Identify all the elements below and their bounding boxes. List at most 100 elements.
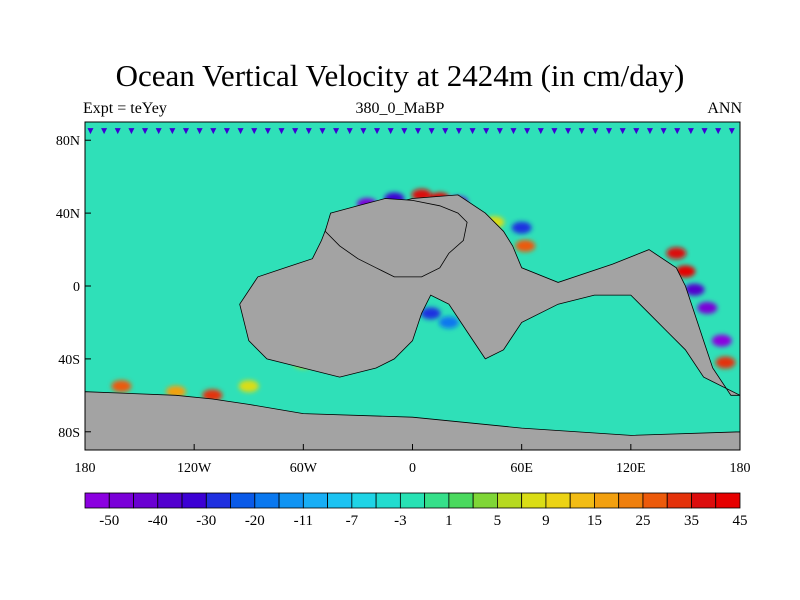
- colorbar-swatch: [521, 492, 547, 509]
- colorbar-label: -11: [294, 513, 313, 529]
- time-label: 380_0_MaBP: [355, 100, 445, 117]
- colorbar-swatch: [618, 492, 644, 509]
- colorbar-label: 45: [733, 513, 748, 529]
- arctic-marker: [414, 128, 421, 135]
- colorbar-swatch: [666, 492, 692, 509]
- colorbar-swatch: [497, 492, 523, 509]
- arctic-marker: [237, 128, 244, 135]
- arctic-marker: [510, 128, 517, 135]
- velocity-anomaly: [675, 265, 696, 278]
- arctic-marker: [346, 128, 353, 135]
- velocity-anomaly: [684, 283, 705, 296]
- y-tick-label: 80N: [56, 134, 80, 149]
- colorbar-swatch: [715, 492, 741, 509]
- velocity-anomaly: [715, 356, 736, 369]
- arctic-marker: [674, 128, 681, 135]
- arctic-marker: [264, 128, 271, 135]
- arctic-marker: [251, 128, 258, 135]
- colorbar-swatch: [424, 492, 450, 509]
- arctic-marker: [551, 128, 558, 135]
- colorbar: -50 -40 -30 -20 -11 -7 -3 1 5 9 15 25 35 45: [84, 492, 748, 529]
- velocity-anomaly: [111, 380, 132, 393]
- arctic-marker: [182, 128, 189, 135]
- colorbar-swatch: [399, 492, 426, 509]
- velocity-anomaly: [511, 221, 532, 234]
- arctic-marker: [469, 128, 476, 135]
- x-tick-label: 60W: [290, 461, 318, 476]
- season-label: ANN: [707, 100, 742, 117]
- arctic-marker: [278, 128, 285, 135]
- colorbar-swatch: [642, 492, 668, 509]
- velocity-anomaly: [438, 316, 459, 329]
- x-tick-label: 60E: [510, 461, 533, 476]
- colorbar-label: -50: [99, 513, 119, 529]
- velocity-anomaly: [697, 301, 718, 314]
- colorbar-label: -40: [148, 513, 168, 529]
- arctic-marker: [319, 128, 326, 135]
- arctic-marker: [360, 128, 367, 135]
- y-tick-label: 0: [73, 280, 80, 295]
- arctic-marker: [374, 128, 381, 135]
- colorbar-swatch: [594, 492, 620, 509]
- velocity-anomaly: [711, 334, 732, 347]
- colorbar-swatch: [569, 492, 595, 509]
- colorbar-swatch: [133, 492, 159, 509]
- arctic-marker: [292, 128, 299, 135]
- colorbar-swatch: [157, 492, 183, 509]
- arctic-marker: [442, 128, 449, 135]
- arctic-marker: [537, 128, 544, 135]
- colorbar-swatch: [278, 492, 304, 509]
- velocity-anomaly: [165, 385, 186, 398]
- colorbar-swatch: [545, 492, 571, 509]
- arctic-marker: [728, 128, 735, 135]
- arctic-marker: [524, 128, 531, 135]
- y-tick-label: 40S: [58, 353, 80, 368]
- arctic-marker: [606, 128, 612, 135]
- arctic-marker: [633, 128, 640, 135]
- arctic-marker: [101, 128, 108, 135]
- arctic-marker: [565, 128, 572, 135]
- y-tick-label: 80S: [58, 426, 80, 441]
- map-axes: 180 120W 60W 0 60E 120E 180 80N 40N 0 40S 80S: [56, 134, 751, 476]
- colorbar-label: -3: [394, 513, 407, 529]
- arctic-marker: [223, 128, 230, 135]
- colorbar-label: -20: [245, 513, 265, 529]
- arctic-marker: [578, 128, 585, 135]
- colorbar-label: -30: [196, 513, 216, 529]
- colorbar-swatch: [254, 492, 280, 509]
- colorbar-swatch: [472, 492, 498, 509]
- arctic-marker: [646, 128, 653, 135]
- colorbar-label: 35: [684, 513, 699, 529]
- colorbar-swatch: [181, 492, 207, 509]
- arctic-marker: [142, 128, 149, 135]
- colorbar-swatch: [327, 492, 353, 509]
- colorbar-swatch: [205, 492, 231, 509]
- colorbar-swatch: [375, 492, 401, 509]
- velocity-anomaly: [420, 307, 441, 320]
- colorbar-label: 5: [494, 513, 502, 529]
- arctic-marker: [87, 128, 94, 135]
- colorbar-swatch: [448, 492, 474, 509]
- arctic-marker: [687, 128, 694, 135]
- colorbar-label: 1: [445, 513, 453, 529]
- arctic-marker: [387, 128, 394, 135]
- x-tick-label: 180: [75, 461, 96, 476]
- arctic-marker: [715, 128, 722, 135]
- arctic-marker: [619, 128, 626, 135]
- colorbar-swatch: [230, 492, 256, 509]
- arctic-marker: [496, 128, 503, 135]
- colorbar-label: -7: [346, 513, 359, 529]
- y-tick-label: 40N: [56, 207, 80, 222]
- velocity-anomaly: [666, 247, 687, 260]
- velocity-anomaly: [515, 239, 536, 252]
- arctic-marker: [196, 128, 203, 135]
- colorbar-label: 9: [542, 513, 550, 529]
- arctic-marker: [592, 128, 599, 135]
- colorbar-swatch: [302, 492, 328, 509]
- arctic-marker: [155, 128, 162, 135]
- colorbar-swatch: [691, 492, 717, 509]
- land-layer: [85, 128, 740, 450]
- land-gondwana: [85, 194, 740, 450]
- arctic-marker: [701, 128, 708, 135]
